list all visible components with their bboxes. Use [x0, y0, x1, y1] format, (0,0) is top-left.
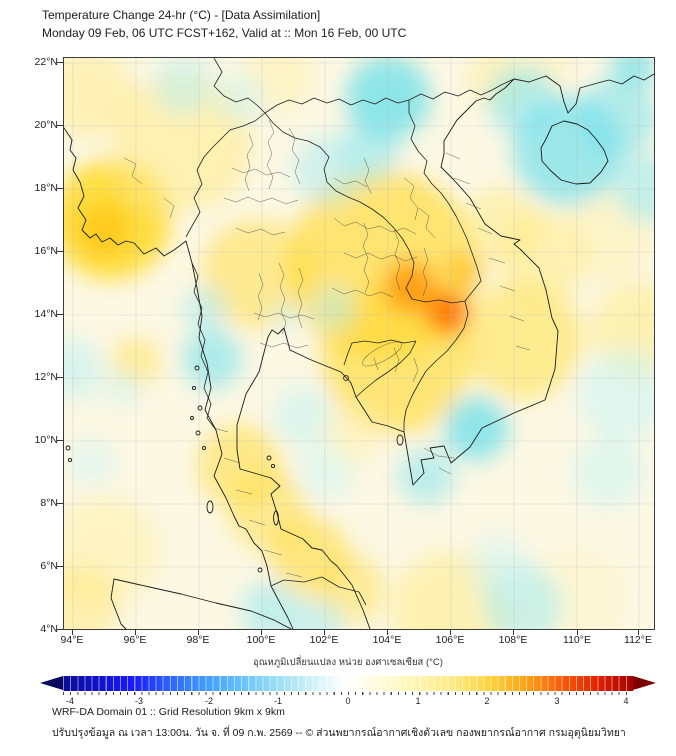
lat-label-6n: 6°N [40, 560, 58, 572]
lon-tick [513, 630, 514, 635]
lon-label-112e: 112°E [624, 634, 652, 646]
lat-label-10n: 10°N [34, 434, 58, 446]
lon-label-102e: 102°E [309, 634, 339, 646]
colorbar-tick-label: 1 [415, 696, 421, 706]
lon-tick [450, 630, 451, 635]
lon-label-108e: 108°E [498, 634, 528, 646]
temperature-field-blobs [64, 58, 654, 629]
footer-agency-info: ปรับปรุงข้อมูล ณ เวลา 13:00น. วัน จ. ที่… [52, 727, 626, 739]
province-boundaries [123, 119, 531, 578]
lon-label-110e: 110°E [563, 634, 591, 646]
lon-label-96e: 96°E [123, 634, 147, 646]
lon-tick [135, 630, 136, 635]
graticule-gridlines [64, 58, 654, 629]
coastlines [64, 73, 654, 629]
colorbar-tick-label: 2 [484, 696, 490, 706]
temperature-field-map [64, 58, 654, 629]
lat-label-12n: 12°N [34, 371, 58, 383]
lat-label-4n: 4°N [40, 623, 58, 635]
lat-label-18n: 18°N [34, 182, 58, 194]
colorbar-tick-label: -4 [65, 696, 74, 706]
lat-tick [57, 503, 63, 504]
lat-tick [57, 125, 63, 126]
colorbar-right-arrow [633, 676, 656, 690]
colorbar-gradient [63, 676, 633, 691]
page-title: Temperature Change 24-hr (°C) - [Data As… [42, 8, 321, 22]
lon-label-100e: 100°E [246, 634, 276, 646]
lat-tick [57, 377, 63, 378]
colorbar-minor-ticks [63, 692, 633, 695]
lon-tick [198, 630, 199, 635]
lat-label-22n: 22°N [34, 56, 58, 68]
lat-tick [57, 314, 63, 315]
colorbar-tick-label: 0 [345, 696, 351, 706]
lon-tick [72, 630, 73, 635]
lon-label-104e: 104°E [372, 634, 402, 646]
lat-tick [57, 188, 63, 189]
lat-label-8n: 8°N [40, 497, 58, 509]
colorbar-tick-label: -3 [134, 696, 143, 706]
lon-tick [638, 630, 639, 635]
colorbar-tick-label: 3 [554, 696, 560, 706]
lat-tick [57, 251, 63, 252]
lat-tick [57, 440, 63, 441]
footer-domain-info: WRF-DA Domain 01 :: Grid Resolution 9km … [52, 706, 285, 718]
lon-label-106e: 106°E [435, 634, 465, 646]
lat-label-16n: 16°N [34, 245, 58, 257]
colorbar-title: อุณหภูมิเปลี่ยนแปลง หน่วย องศาเซลเซียส (… [253, 657, 443, 668]
lat-label-14n: 14°N [34, 308, 58, 320]
lon-tick [324, 630, 325, 635]
colorbar-tick-label: -2 [204, 696, 213, 706]
lat-tick [57, 62, 63, 63]
lat-tick [57, 566, 63, 567]
map-plot [63, 57, 655, 630]
lat-tick [57, 629, 63, 630]
lon-label-94e: 94°E [60, 634, 84, 646]
lon-tick [577, 630, 578, 635]
lat-label-20n: 20°N [34, 119, 58, 131]
colorbar-cell-separators [63, 676, 633, 691]
colorbar-tick-label: -1 [273, 696, 282, 706]
colorbar-left-arrow [40, 676, 63, 690]
lon-tick [261, 630, 262, 635]
page-subtitle: Monday 09 Feb, 06 UTC FCST+162, Valid at… [42, 26, 407, 40]
colorbar-tick-label: 4 [623, 696, 629, 706]
lon-label-98e: 98°E [186, 634, 210, 646]
lon-tick [387, 630, 388, 635]
